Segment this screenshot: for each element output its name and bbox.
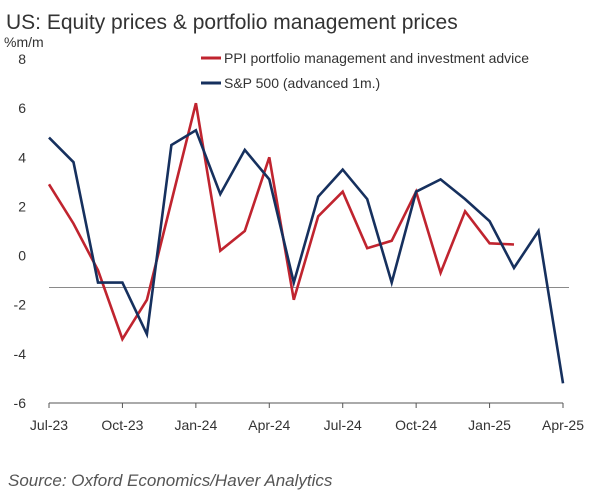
legend: PPI portfolio management and investment …: [201, 50, 529, 91]
x-tick-label: Jul-23: [30, 417, 68, 433]
series-line-ppi: [47, 102, 515, 343]
y-tick-label: 2: [18, 198, 26, 214]
series-line-sp500: [48, 128, 565, 384]
y-tick-label: 8: [18, 51, 26, 67]
x-axis: Jul-23 Oct-23 Jan-24 Apr-24 Jul-24 Oct-24 Jan-…: [30, 402, 584, 433]
x-tick-label: Apr-24: [248, 417, 290, 433]
y-tick-label: -4: [14, 346, 27, 362]
x-tick-label: Jan-25: [468, 417, 511, 433]
y-tick-label: -6: [14, 395, 27, 411]
y-axis-unit-label: %m/m: [4, 34, 44, 50]
x-tick-label: Oct-24: [395, 417, 437, 433]
x-tick-label: Jan-24: [174, 417, 217, 433]
y-tick-label: 4: [18, 149, 26, 165]
y-tick-label: 0: [18, 248, 26, 264]
y-axis-ticks: 8 6 4 2 0 -2 -4 -6: [14, 51, 27, 411]
y-tick-label: -2: [14, 297, 27, 313]
series-layer: [47, 102, 565, 384]
legend-label-ppi: PPI portfolio management and investment …: [224, 50, 529, 66]
x-tick-label: Oct-23: [101, 417, 143, 433]
chart-title: US: Equity prices & portfolio management…: [6, 11, 458, 34]
y-tick-label: 6: [18, 100, 26, 116]
legend-label-sp500: S&P 500 (advanced 1m.): [224, 75, 380, 91]
x-tick-label: Jul-24: [324, 417, 362, 433]
x-tick-label: Apr-25: [542, 417, 584, 433]
source-note: Source: Oxford Economics/Haver Analytics: [8, 471, 333, 490]
